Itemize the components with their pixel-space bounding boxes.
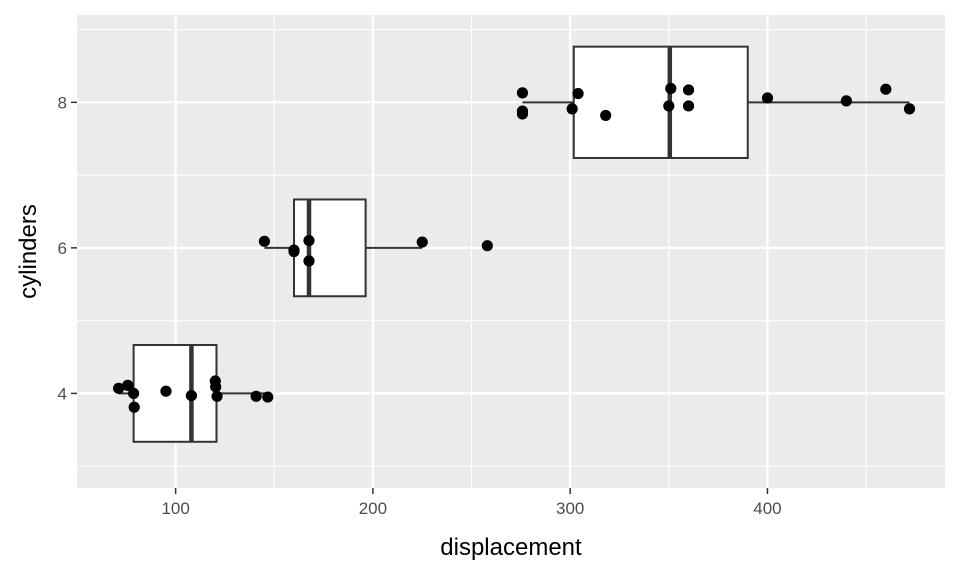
box: [132, 344, 218, 443]
y-axis-ticks: 4 6 8: [58, 93, 77, 403]
data-point: [210, 381, 222, 393]
major-gridlines: [77, 15, 945, 488]
x-tick-label: 200: [359, 499, 387, 518]
data-point: [185, 389, 198, 402]
x-tick-label: 300: [556, 499, 584, 518]
data-point: [516, 108, 529, 120]
data-point: [416, 236, 428, 248]
plot-panel: [77, 15, 945, 488]
box: [572, 45, 749, 159]
data-point: [682, 84, 695, 96]
data-point: [160, 385, 172, 397]
box-group-8: [522, 45, 910, 159]
data-point: [880, 83, 892, 95]
data-point: [481, 240, 493, 252]
data-point: [288, 245, 300, 258]
x-axis-title: displacement: [440, 534, 582, 561]
y-axis-title: cylinders: [15, 204, 42, 299]
data-point: [250, 390, 262, 402]
box: [293, 198, 367, 298]
data-point: [665, 82, 677, 95]
boxes: [118, 45, 910, 443]
y-tick-label: 8: [58, 93, 67, 112]
data-point: [682, 100, 695, 112]
x-tick-label: 400: [753, 499, 781, 518]
data-point: [113, 382, 125, 394]
data-point: [663, 100, 675, 112]
data-points: [113, 82, 916, 413]
data-point: [566, 103, 578, 115]
data-point: [303, 234, 315, 247]
data-point: [572, 87, 584, 100]
data-point: [761, 92, 774, 104]
data-point: [516, 87, 529, 99]
data-point: [262, 391, 274, 403]
y-tick-label: 4: [58, 384, 67, 403]
data-point: [303, 255, 315, 267]
y-tick-label: 6: [58, 239, 67, 258]
data-point: [600, 109, 612, 122]
data-point: [128, 401, 140, 413]
data-point: [211, 390, 223, 402]
data-point: [840, 95, 852, 107]
x-tick-label: 100: [161, 499, 189, 518]
x-axis-ticks: 100 200 300 400: [161, 488, 782, 518]
data-point: [122, 379, 134, 391]
data-point: [258, 235, 271, 247]
data-point: [903, 103, 916, 115]
data-point: [128, 387, 140, 399]
